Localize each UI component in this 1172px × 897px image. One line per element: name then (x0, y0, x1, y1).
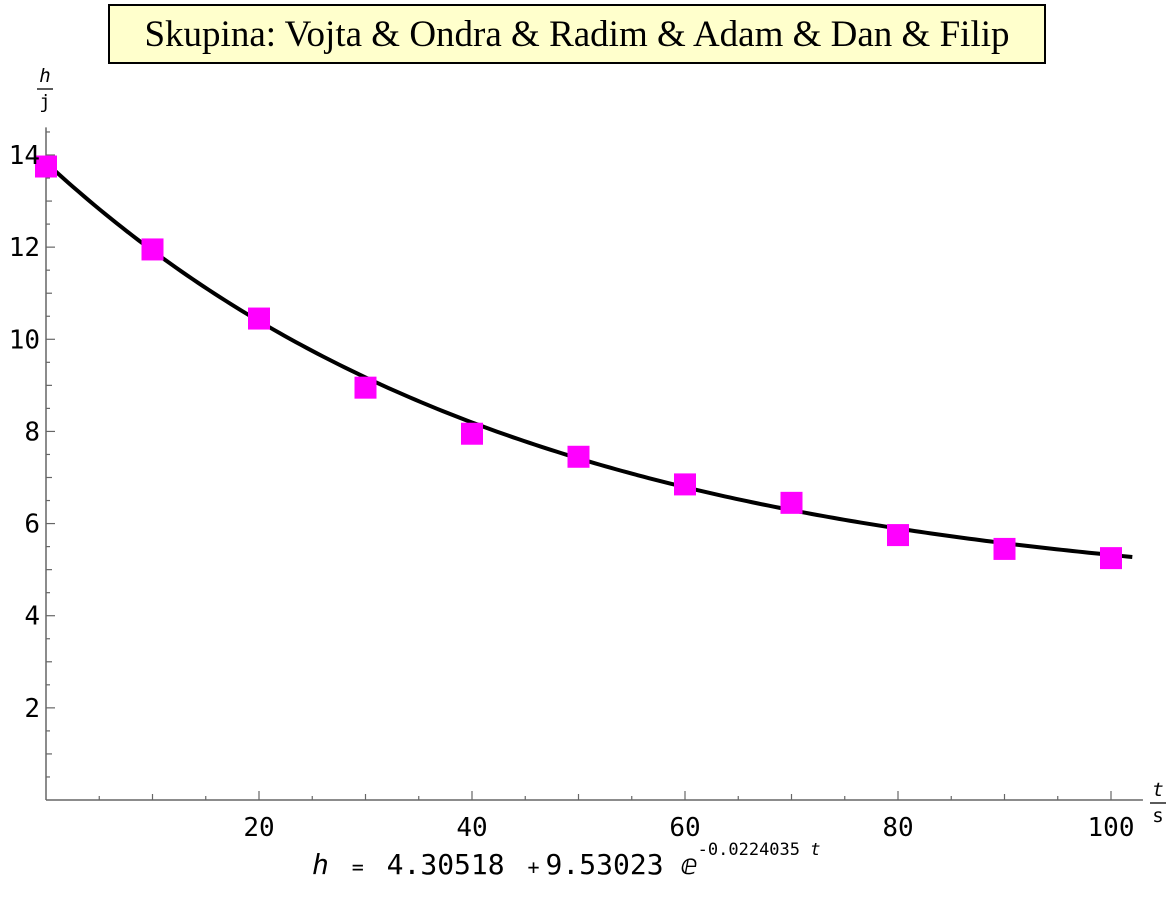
fit-formula: h = 4.30518 +9.53023 ⅇ-0.0224035 t (312, 840, 821, 881)
formula-lhs: h (312, 848, 329, 881)
y-tick-label: 10 (9, 325, 40, 355)
formula-exponent: -0.0224035 t (698, 840, 821, 860)
y-tick-label: 2 (24, 694, 40, 724)
y-tick-label: 12 (9, 233, 40, 263)
x-axis-label-num: t (1152, 779, 1163, 801)
y-tick-label: 6 (24, 510, 40, 540)
x-tick-label: 40 (456, 813, 487, 843)
data-points (35, 155, 1122, 570)
data-point (567, 445, 590, 468)
x-tick-label: 80 (882, 813, 913, 843)
data-point (780, 491, 803, 514)
fit-layer (44, 161, 1133, 559)
chart-title-box: Skupina: Vojta & Ondra & Radim & Adam & … (108, 4, 1046, 64)
data-point (1100, 547, 1122, 570)
formula-b: 9.53023 (545, 848, 664, 881)
data-point (674, 473, 696, 496)
data-point (993, 537, 1016, 560)
x-tick-label: 60 (669, 813, 700, 843)
x-tick-label: 100 (1088, 813, 1135, 843)
data-point (354, 376, 377, 399)
y-axis-label-num: h (39, 65, 50, 87)
formula-e: ⅇ (680, 848, 698, 881)
formula-exponent-coef: -0.0224035 (697, 840, 801, 860)
x-tick-label: 20 (243, 813, 274, 843)
y-tick-label: 4 (24, 602, 40, 632)
formula-exponent-var: t (810, 840, 821, 860)
data-point (248, 307, 270, 330)
data-point (887, 524, 909, 547)
tick-labels: 20 40 60 80 100 2 4 6 8 10 12 14 hj ts (9, 65, 1166, 843)
formula-a: 4.30518 (386, 848, 505, 881)
axes (45, 127, 1143, 801)
x-axis-label-den: s (1152, 805, 1163, 827)
y-tick-label: 8 (24, 417, 40, 447)
data-point (141, 238, 164, 261)
y-axis-label-den: j (39, 91, 50, 113)
y-tick-label: 14 (9, 141, 40, 171)
data-point (461, 422, 483, 445)
formula-plus: + (527, 855, 540, 879)
formula-equals: = (351, 855, 364, 879)
fit-curve (44, 161, 1133, 559)
chart-title: Skupina: Vojta & Ondra & Radim & Adam & … (144, 13, 1010, 55)
data-point (35, 155, 57, 178)
